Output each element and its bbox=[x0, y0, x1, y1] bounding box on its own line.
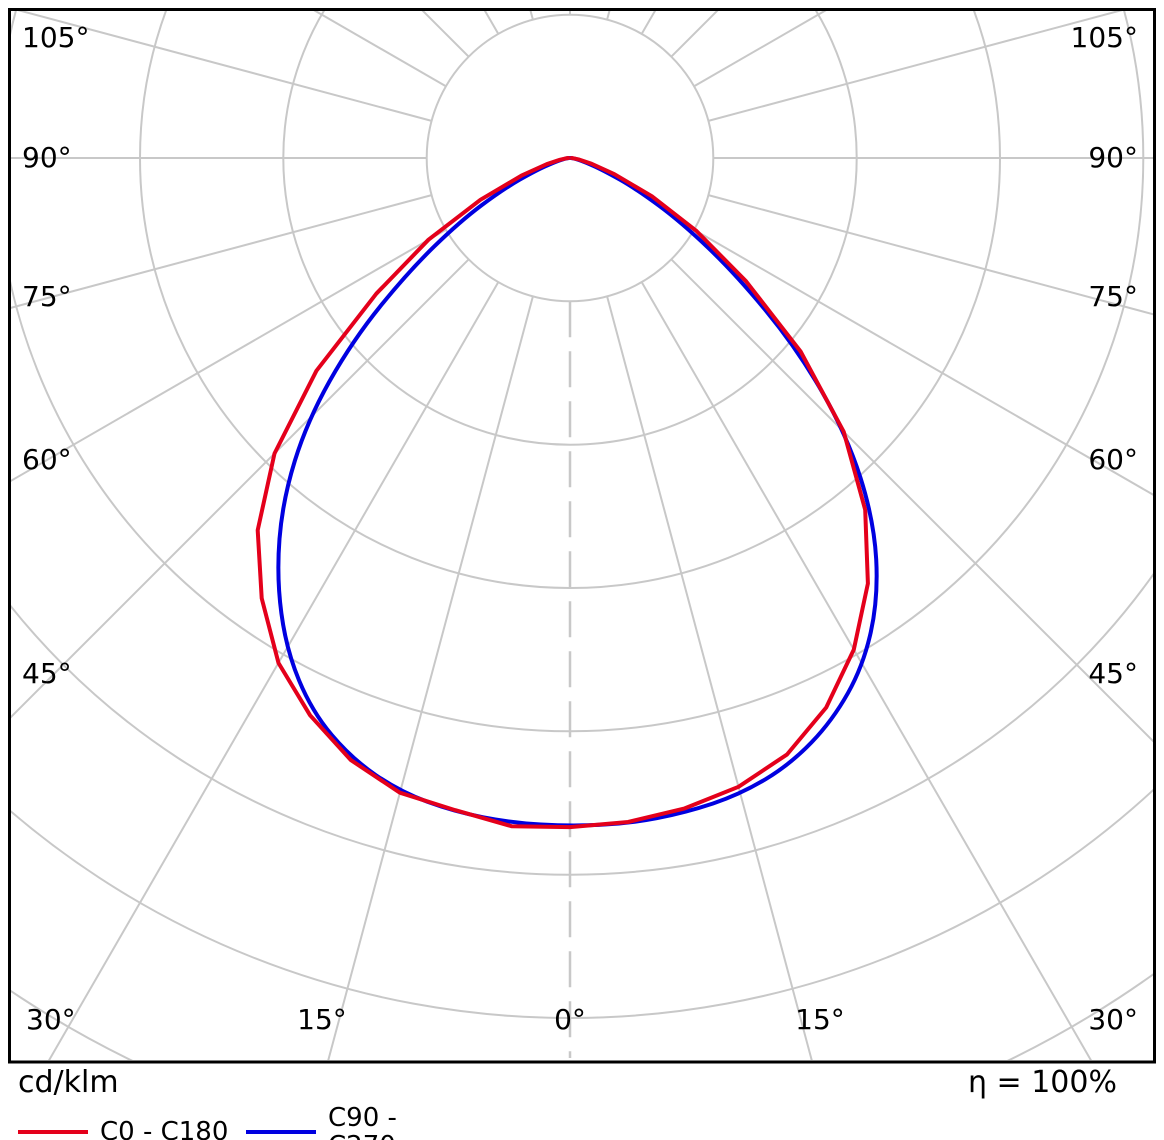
polar-grid-spoke bbox=[48, 281, 500, 1060]
legend-line-c0-c180-icon bbox=[18, 1130, 88, 1134]
chart-frame-border bbox=[8, 8, 1156, 1064]
polar-grid-spoke bbox=[10, 194, 432, 310]
legend: C0 - C180 C90 - C270 bbox=[18, 1104, 458, 1140]
polar-grid-spoke bbox=[606, 296, 813, 1060]
polar-grid-spoke bbox=[483, 10, 500, 35]
polar-grid-spoke bbox=[311, 10, 447, 88]
legend-label-c0-c180: C0 - C180 bbox=[100, 1117, 229, 1140]
polar-grid-spoke bbox=[708, 10, 1127, 122]
polar-grid-spoke bbox=[693, 228, 1154, 497]
legend-line-c90-c270-icon bbox=[246, 1130, 316, 1134]
polar-grid-spoke bbox=[640, 281, 1092, 1060]
polar-grid-spoke bbox=[10, 228, 447, 483]
polar-grid-spoke bbox=[13, 10, 432, 122]
polar-grid-ring bbox=[10, 10, 1145, 733]
polar-grid-ring bbox=[10, 571, 1154, 876]
polar-grid-spoke bbox=[327, 296, 534, 1060]
polar-grid-spoke bbox=[10, 258, 470, 720]
polar-grid-spoke bbox=[693, 10, 829, 88]
unit-label: cd/klm bbox=[18, 1065, 119, 1100]
curve-c0-c180 bbox=[255, 156, 870, 830]
polar-grid-ring bbox=[139, 10, 1001, 589]
efficiency-label: η = 100% bbox=[968, 1065, 1117, 1100]
legend-item-c0-c180: C0 - C180 bbox=[18, 1118, 246, 1140]
polar-grid-spoke bbox=[640, 10, 657, 35]
polar-grid-spoke bbox=[670, 258, 1154, 744]
legend-item-c90-c270: C90 - C270 bbox=[246, 1104, 458, 1140]
polar-grid-spoke bbox=[708, 194, 1154, 316]
curve-c90-c270 bbox=[276, 156, 879, 828]
polar-grid-ring bbox=[10, 787, 1154, 1019]
legend-label-c90-c270: C90 - C270 bbox=[328, 1103, 397, 1140]
